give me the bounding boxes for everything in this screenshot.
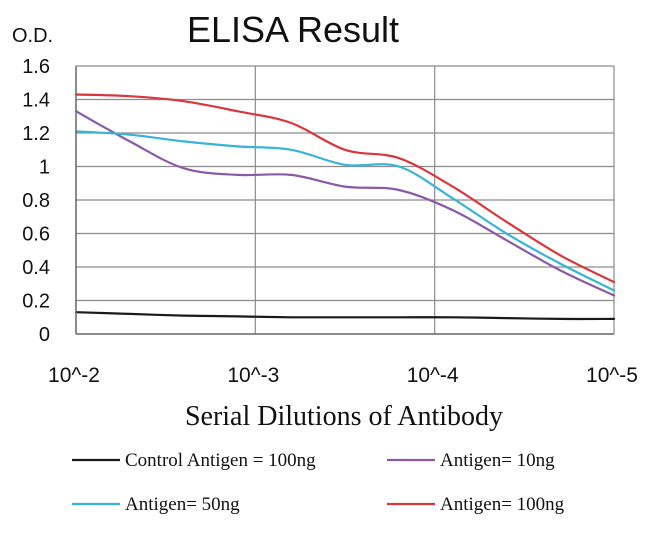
- grid: [75, 65, 615, 335]
- legend-item: Antigen= 10ng: [387, 450, 555, 471]
- legend-label: Antigen= 100ng: [440, 494, 565, 515]
- y-tick-label: 0.6: [22, 224, 50, 246]
- axes: 0 0.2 0.4 0.6 0.8 1 1.2 1.4 1.6 10^-2 10^-3 10^-4 10…: [22, 56, 638, 387]
- y-tick-label: 1.2: [22, 123, 50, 145]
- y-tick-label: 0.4: [22, 257, 50, 279]
- y-axis-label: O.D.: [12, 25, 53, 47]
- series-lines: [74, 93, 616, 321]
- x-tick-label: 10^-5: [586, 364, 638, 387]
- y-tick-label: 1.4: [22, 90, 50, 112]
- series-line-1: [74, 311, 616, 321]
- y-tick-label: 0.2: [22, 291, 50, 313]
- legend-item: Control Antigen = 100ng: [72, 450, 316, 471]
- legend: Control Antigen = 100ng Antigen= 10ng Anti…: [72, 450, 565, 515]
- y-tick-label: 0: [39, 324, 50, 346]
- y-tick-label: 1.6: [22, 56, 50, 78]
- chart-title: ELISA Result: [187, 9, 399, 50]
- x-tick-label: 10^-4: [407, 364, 459, 387]
- legend-label: Control Antigen = 100ng: [125, 450, 316, 471]
- y-tick-label: 0.8: [22, 190, 50, 212]
- series-line-4: [74, 93, 616, 284]
- x-axis-label: Serial Dilutions of Antibody: [185, 401, 503, 432]
- legend-label: Antigen= 10ng: [440, 450, 555, 471]
- x-tick-label: 10^-2: [48, 364, 100, 387]
- legend-label: Antigen= 50ng: [125, 494, 240, 515]
- series-line-2: [74, 110, 616, 297]
- y-tick-label: 1: [39, 157, 50, 179]
- legend-item: Antigen= 100ng: [387, 494, 565, 515]
- legend-item: Antigen= 50ng: [72, 494, 240, 515]
- series-line-3: [74, 130, 616, 292]
- x-tick-label: 10^-3: [227, 364, 279, 387]
